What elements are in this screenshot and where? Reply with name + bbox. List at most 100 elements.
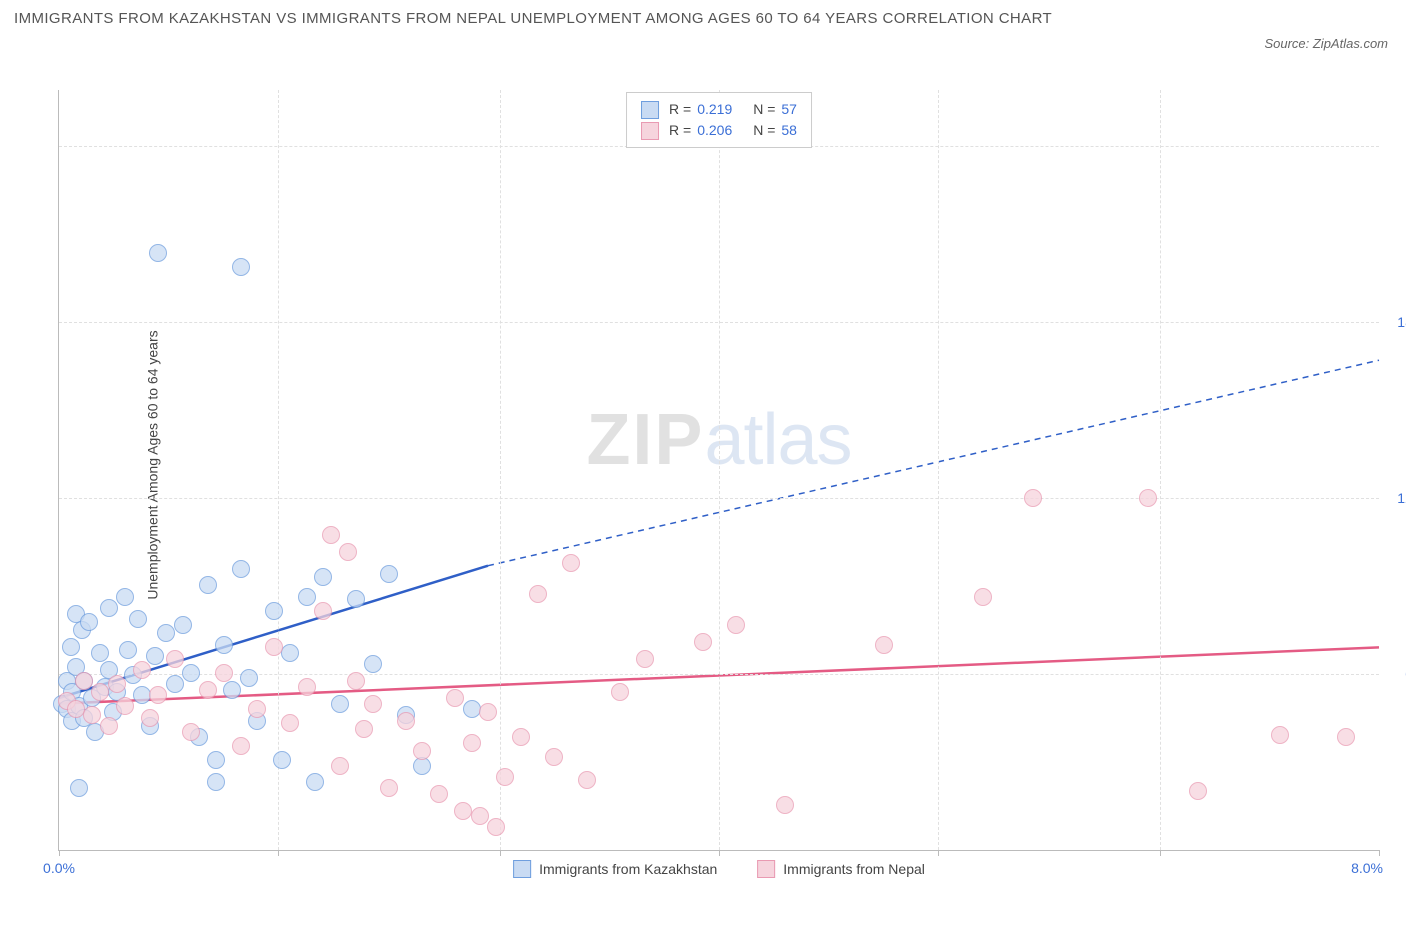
- data-point-nepal: [463, 734, 481, 752]
- legend-r-label: R =: [669, 120, 691, 141]
- watermark-atlas: atlas: [704, 400, 851, 480]
- data-point-nepal: [281, 714, 299, 732]
- data-point-nepal: [611, 683, 629, 701]
- data-point-nepal: [364, 695, 382, 713]
- data-point-kazakhstan: [91, 644, 109, 662]
- data-point-kazakhstan: [80, 613, 98, 631]
- trendline-ext-kazakhstan: [488, 360, 1379, 565]
- source-attribution: Source: ZipAtlas.com: [1264, 36, 1388, 51]
- data-point-nepal: [875, 636, 893, 654]
- data-point-kazakhstan: [174, 616, 192, 634]
- data-point-nepal: [83, 706, 101, 724]
- data-point-nepal: [322, 526, 340, 544]
- data-point-nepal: [91, 683, 109, 701]
- data-point-nepal: [974, 588, 992, 606]
- gridline-v: [500, 90, 501, 850]
- data-point-nepal: [1337, 728, 1355, 746]
- x-tick-mark: [938, 850, 939, 856]
- legend-row-kazakhstan: R = 0.219 N = 57: [641, 99, 797, 120]
- data-point-nepal: [265, 638, 283, 656]
- data-point-kazakhstan: [298, 588, 316, 606]
- data-point-nepal: [133, 661, 151, 679]
- watermark-zip: ZIP: [586, 400, 704, 480]
- data-point-nepal: [116, 697, 134, 715]
- data-point-kazakhstan: [306, 773, 324, 791]
- data-point-kazakhstan: [116, 588, 134, 606]
- bottom-legend-label-kazakhstan: Immigrants from Kazakhstan: [539, 861, 717, 877]
- data-point-nepal: [413, 742, 431, 760]
- data-point-nepal: [314, 602, 332, 620]
- data-point-nepal: [1189, 782, 1207, 800]
- legend-n-label: N =: [753, 120, 775, 141]
- data-point-nepal: [562, 554, 580, 572]
- data-point-kazakhstan: [314, 568, 332, 586]
- x-tick-mark: [278, 850, 279, 856]
- data-point-kazakhstan: [157, 624, 175, 642]
- data-point-kazakhstan: [463, 700, 481, 718]
- bottom-legend-label-nepal: Immigrants from Nepal: [783, 861, 925, 877]
- y-tick-label: 18.8%: [1387, 314, 1406, 330]
- data-point-nepal: [446, 689, 464, 707]
- data-point-nepal: [75, 672, 93, 690]
- legend-n-label: N =: [753, 99, 775, 120]
- data-point-nepal: [1139, 489, 1157, 507]
- legend-n-value-kazakhstan: 57: [781, 99, 797, 120]
- data-point-nepal: [487, 818, 505, 836]
- data-point-kazakhstan: [265, 602, 283, 620]
- x-tick-mark: [719, 850, 720, 856]
- data-point-kazakhstan: [62, 638, 80, 656]
- data-point-nepal: [636, 650, 654, 668]
- data-point-nepal: [430, 785, 448, 803]
- gridline-v: [938, 90, 939, 850]
- gridline-v: [278, 90, 279, 850]
- data-point-nepal: [529, 585, 547, 603]
- x-tick-mark: [1160, 850, 1161, 856]
- x-tick-mark: [500, 850, 501, 856]
- data-point-nepal: [454, 802, 472, 820]
- data-point-nepal: [199, 681, 217, 699]
- data-point-nepal: [339, 543, 357, 561]
- bottom-legend-item-kazakhstan: Immigrants from Kazakhstan: [513, 860, 717, 878]
- legend-swatch-kazakhstan: [641, 101, 659, 119]
- data-point-kazakhstan: [223, 681, 241, 699]
- data-point-nepal: [232, 737, 250, 755]
- data-point-nepal: [248, 700, 266, 718]
- data-point-kazakhstan: [232, 258, 250, 276]
- data-point-nepal: [67, 700, 85, 718]
- data-point-nepal: [479, 703, 497, 721]
- y-tick-label: 12.5%: [1387, 490, 1406, 506]
- data-point-nepal: [380, 779, 398, 797]
- legend-r-label: R =: [669, 99, 691, 120]
- data-point-kazakhstan: [166, 675, 184, 693]
- data-point-nepal: [149, 686, 167, 704]
- x-tick-mark: [59, 850, 60, 856]
- data-point-nepal: [1024, 489, 1042, 507]
- x-tick-min: 0.0%: [43, 860, 75, 876]
- data-point-nepal: [512, 728, 530, 746]
- bottom-legend-swatch-kazakhstan: [513, 860, 531, 878]
- x-tick-max: 8.0%: [1351, 860, 1383, 876]
- data-point-nepal: [545, 748, 563, 766]
- data-point-nepal: [100, 717, 118, 735]
- data-point-kazakhstan: [364, 655, 382, 673]
- data-point-nepal: [215, 664, 233, 682]
- data-point-nepal: [298, 678, 316, 696]
- legend-n-value-nepal: 58: [781, 120, 797, 141]
- legend-r-value-kazakhstan: 0.219: [697, 99, 747, 120]
- data-point-kazakhstan: [146, 647, 164, 665]
- scatter-plot-area: ZIPatlas R =0.219N =57R =0.206N =58 Immi…: [58, 90, 1379, 851]
- data-point-nepal: [694, 633, 712, 651]
- data-point-nepal: [141, 709, 159, 727]
- data-point-kazakhstan: [129, 610, 147, 628]
- legend-swatch-nepal: [641, 122, 659, 140]
- data-point-kazakhstan: [380, 565, 398, 583]
- gridline-v: [719, 90, 720, 850]
- data-point-nepal: [182, 723, 200, 741]
- series-legend: Immigrants from Kazakhstan Immigrants fro…: [513, 860, 925, 878]
- data-point-kazakhstan: [199, 576, 217, 594]
- data-point-nepal: [776, 796, 794, 814]
- data-point-nepal: [578, 771, 596, 789]
- data-point-nepal: [331, 757, 349, 775]
- data-point-nepal: [108, 675, 126, 693]
- x-tick-mark: [1379, 850, 1380, 856]
